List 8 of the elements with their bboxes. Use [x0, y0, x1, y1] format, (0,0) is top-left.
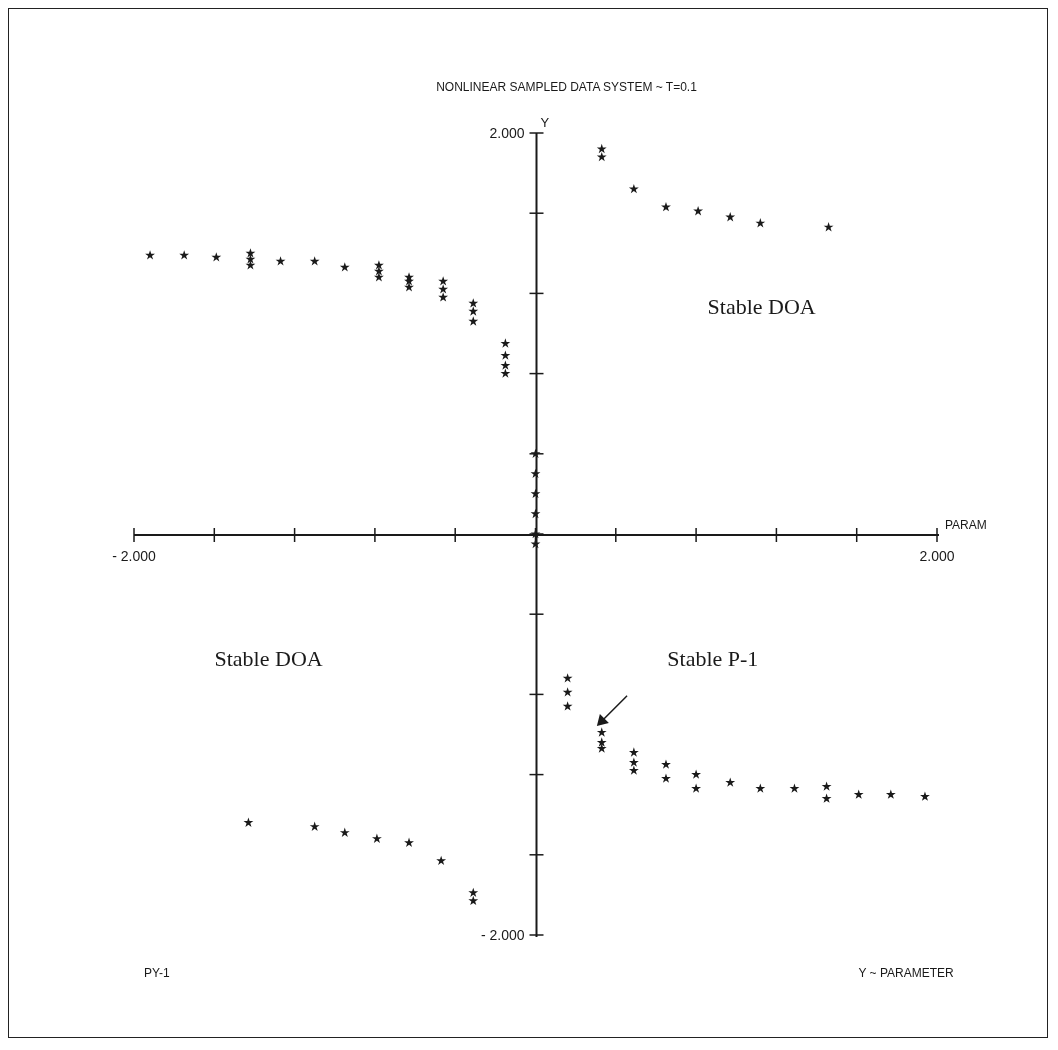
annotation: Stable DOA: [214, 645, 323, 671]
y-axis-title: Y: [540, 115, 550, 130]
chart-title: NONLINEAR SAMPLED DATA SYSTEM ~ T=0.1: [436, 80, 698, 94]
annotation: Stable DOA: [707, 293, 816, 319]
text: PY-1: [144, 966, 170, 981]
x-axis-title: PARAM: [945, 518, 987, 532]
text: Y ~ PARAMETER: [858, 966, 955, 981]
annotation: Stable P-1: [667, 645, 759, 671]
